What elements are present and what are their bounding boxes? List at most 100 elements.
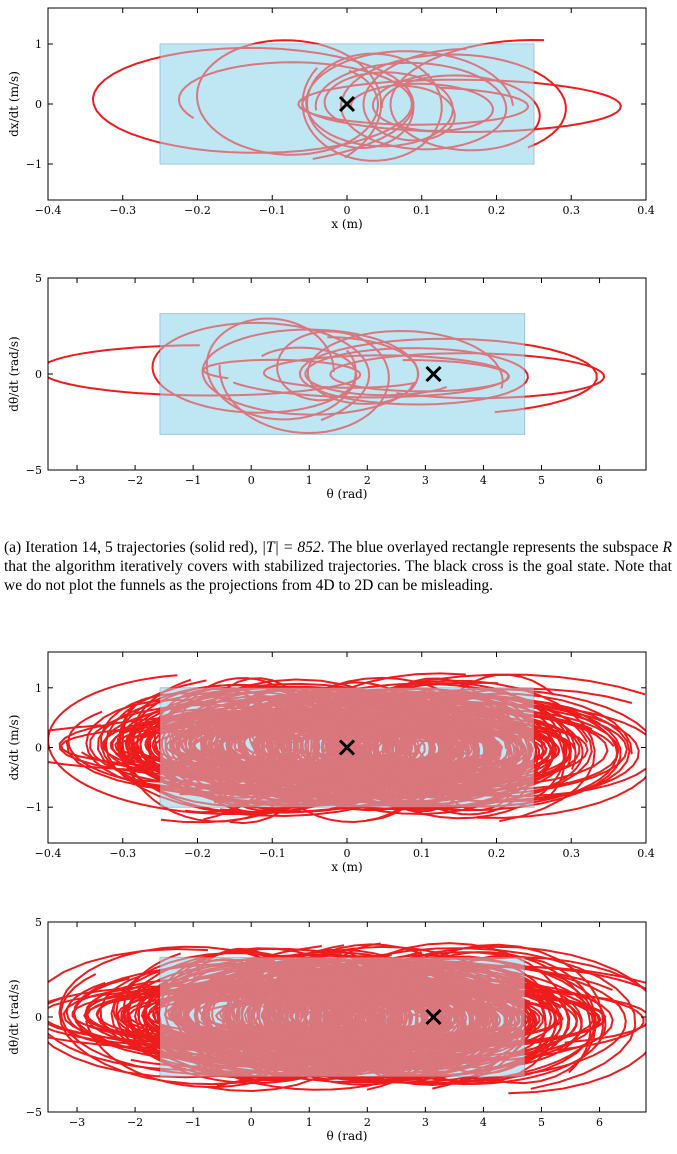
region-overlay (160, 957, 525, 1077)
x-tick-label: 2 (364, 1116, 371, 1129)
trajectory-line (48, 344, 362, 397)
x-tick-label: 3 (422, 1116, 429, 1129)
x-tick-label: −3 (69, 1116, 85, 1129)
caption-rest: . The blue overlayed rectangle represent… (320, 539, 659, 556)
x-tick-label: 0.3 (563, 204, 581, 217)
x-tick-label: 0.3 (563, 847, 581, 860)
y-tick-label: 1 (35, 38, 42, 51)
x-tick-label: −0.3 (109, 204, 136, 217)
trajectory-line (48, 724, 409, 773)
x-axis-label: x (m) (331, 860, 362, 874)
trajectory-line (147, 981, 478, 1056)
trajectory-line (235, 968, 465, 1070)
x-tick-label: 0.4 (637, 847, 655, 860)
goal-cross-marker (425, 365, 442, 383)
trajectory-line (143, 966, 436, 1059)
trajectory-line (301, 52, 443, 162)
x-tick-label: 0 (344, 847, 351, 860)
caption-tail: that the algorithm iteratively covers wi… (4, 558, 672, 594)
trajectory-line (151, 321, 371, 422)
caption-prefix: (a) Iteration 14, 5 trajectories (solid … (4, 539, 258, 556)
x-tick-label: −2 (127, 1116, 143, 1129)
x-tick-label: 5 (538, 1116, 545, 1129)
y-axis-label: dθ/dt (rad/s) (7, 979, 21, 1054)
trajectory-line (336, 702, 640, 802)
trajectory-line (298, 337, 598, 414)
trajectory-line (309, 973, 524, 1058)
y-axis-label: dθ/dt (rad/s) (7, 336, 21, 411)
trajectory-line (297, 78, 622, 134)
x-tick-label: −0.2 (184, 847, 211, 860)
trajectory-line (314, 53, 567, 151)
goal-cross-marker (425, 1008, 442, 1026)
goal-cross-marker (338, 95, 356, 113)
region-overlay (160, 313, 525, 435)
trajectory-line (67, 980, 396, 1056)
y-tick-label: −5 (26, 464, 42, 477)
y-tick-label: 0 (35, 742, 42, 755)
trajectory-line (196, 39, 383, 159)
x-tick-label: 1 (306, 474, 313, 487)
trajectory-line (201, 328, 420, 416)
x-axis-label: x (m) (331, 217, 362, 231)
x-tick-label: 0 (248, 1116, 255, 1129)
x-tick-label: 4 (480, 474, 487, 487)
x-tick-label: −0.2 (184, 204, 211, 217)
y-tick-label: 5 (35, 916, 42, 929)
x-tick-label: 0.2 (488, 847, 506, 860)
y-tick-label: 1 (35, 682, 42, 695)
trajectory-line (218, 330, 390, 435)
x-tick-label: −0.1 (259, 847, 286, 860)
y-tick-label: −1 (26, 801, 42, 814)
y-tick-label: 5 (35, 272, 42, 285)
figure-caption: (a) Iteration 14, 5 trajectories (solid … (4, 538, 672, 595)
x-tick-label: 0 (344, 204, 351, 217)
trajectory-line (112, 983, 293, 1046)
x-tick-label: −1 (185, 474, 201, 487)
x-tick-label: 0.1 (413, 204, 431, 217)
y-tick-label: −5 (26, 1106, 42, 1119)
trajectory-line (321, 945, 646, 1095)
x-tick-label: 3 (422, 474, 429, 487)
x-tick-label: −3 (69, 474, 85, 487)
x-tick-label: −2 (127, 474, 143, 487)
trajectory-line (325, 692, 538, 808)
x-tick-label: 5 (538, 474, 545, 487)
trajectory-line (369, 951, 592, 1074)
x-tick-label: 6 (596, 474, 603, 487)
y-tick-label: −1 (26, 158, 42, 171)
x-tick-label: 0.2 (488, 204, 506, 217)
x-axis-label: θ (rad) (327, 1129, 368, 1143)
trajectory-line (254, 687, 433, 801)
x-tick-label: 4 (480, 1116, 487, 1129)
x-tick-label: 1 (306, 1116, 313, 1129)
x-tick-label: −0.3 (109, 847, 136, 860)
x-tick-label: 0.1 (413, 847, 431, 860)
y-tick-label: 0 (35, 98, 42, 111)
y-axis-label: dx/dt (m/s) (7, 715, 21, 781)
x-tick-label: −0.1 (259, 204, 286, 217)
trajectory-line (284, 988, 607, 1047)
trajectories (48, 942, 646, 1095)
trajectory-line (332, 687, 646, 819)
chart-panel-final-cart: −0.4 −0.3 −0.2 −0.1 0 0.1 0.2 0.3 0.4 −1 0 1 x (m) dx… (7, 651, 655, 874)
chart-panel-final-pole: −3 −2 −1 0 1 2 3 4 5 6 −5 0 5 θ (rad) dθ/dt (rad/s) (7, 916, 647, 1143)
x-tick-label: 2 (364, 474, 371, 487)
x-tick-label: −0.4 (35, 847, 62, 860)
chart-panel-iteration-14-cart: −0.4 −0.3 −0.2 −0.1 0 0.1 0.2 0.3 0.4 −1 0 1 x (m) dx… (7, 7, 655, 231)
trajectory-line (48, 674, 411, 815)
x-tick-label: 0 (248, 474, 255, 487)
trajectory-line (118, 695, 386, 815)
trajectory-line (89, 703, 355, 796)
x-tick-label: −0.4 (35, 204, 62, 217)
goal-cross-marker (338, 739, 356, 756)
caption-symbol: R (662, 539, 673, 556)
trajectories (48, 672, 646, 825)
x-axis-label: θ (rad) (327, 487, 368, 501)
trajectories (48, 317, 606, 435)
x-tick-label: 0.4 (637, 204, 655, 217)
trajectory-line (321, 682, 566, 820)
trajectories (91, 38, 622, 162)
trajectory-line (382, 982, 583, 1062)
